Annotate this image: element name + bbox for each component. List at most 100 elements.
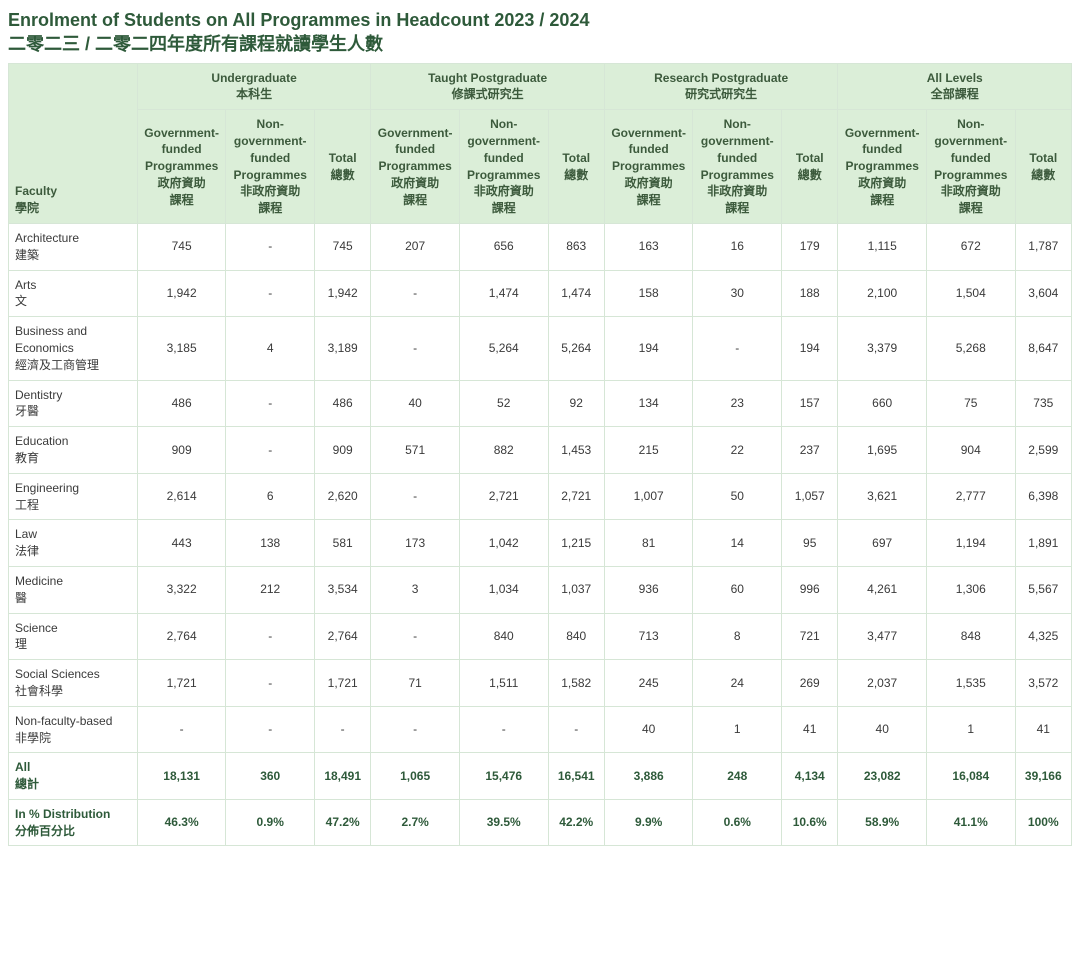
faculty-cell: Social Sciences社會科學 — [9, 660, 138, 707]
value-cell: 3,379 — [838, 317, 927, 380]
value-cell: 1,453 — [548, 427, 604, 474]
value-cell: 138 — [226, 520, 315, 567]
value-cell: 1,115 — [838, 223, 927, 270]
value-cell: 1,535 — [926, 660, 1015, 707]
value-cell: 486 — [315, 380, 371, 427]
value-cell: 42.2% — [548, 799, 604, 846]
table-body: Architecture建築745-745207656863163161791,… — [9, 223, 1072, 846]
value-cell: - — [371, 317, 460, 380]
value-cell: 840 — [459, 613, 548, 660]
value-cell: 3,322 — [137, 566, 226, 613]
value-cell: 3,477 — [838, 613, 927, 660]
value-cell: 1,474 — [459, 270, 548, 317]
summary-row: All總計18,13136018,4911,06515,47616,5413,8… — [9, 753, 1072, 800]
value-cell: 1,695 — [838, 427, 927, 474]
value-cell: 3,185 — [137, 317, 226, 380]
table-row: Science理2,764-2,764-84084071387213,47784… — [9, 613, 1072, 660]
value-cell: 656 — [459, 223, 548, 270]
value-cell: 100% — [1015, 799, 1071, 846]
value-cell: 3,886 — [604, 753, 693, 800]
value-cell: 15,476 — [459, 753, 548, 800]
value-cell: 2,100 — [838, 270, 927, 317]
table-row: Non-faculty-based非學院------4014140141 — [9, 706, 1072, 753]
value-cell: 2,620 — [315, 473, 371, 520]
value-cell: 1,787 — [1015, 223, 1071, 270]
value-cell: 9.9% — [604, 799, 693, 846]
value-cell: 2,764 — [137, 613, 226, 660]
value-cell: 23,082 — [838, 753, 927, 800]
value-cell: 40 — [604, 706, 693, 753]
value-cell: 721 — [782, 613, 838, 660]
value-cell: 215 — [604, 427, 693, 474]
value-cell: 237 — [782, 427, 838, 474]
value-cell: 179 — [782, 223, 838, 270]
value-cell: 46.3% — [137, 799, 226, 846]
value-cell: 3,572 — [1015, 660, 1071, 707]
value-cell: 909 — [315, 427, 371, 474]
faculty-cell: Law法律 — [9, 520, 138, 567]
value-cell: 697 — [838, 520, 927, 567]
table-row: Education教育909-9095718821,453215222371,6… — [9, 427, 1072, 474]
value-cell: - — [371, 270, 460, 317]
value-cell: 14 — [693, 520, 782, 567]
enrolment-table: Faculty 學院 Undergraduate 本科生 Taught Post… — [8, 63, 1072, 847]
value-cell: 735 — [1015, 380, 1071, 427]
value-cell: 8 — [693, 613, 782, 660]
value-cell: 1,474 — [548, 270, 604, 317]
value-cell: 194 — [604, 317, 693, 380]
value-cell: 1,891 — [1015, 520, 1071, 567]
col-gov-funded: Government-funded Programmes政府資助課程 — [371, 110, 460, 224]
table-header: Faculty 學院 Undergraduate 本科生 Taught Post… — [9, 63, 1072, 223]
value-cell: 1 — [693, 706, 782, 753]
value-cell: - — [226, 427, 315, 474]
value-cell: 3 — [371, 566, 460, 613]
value-cell: 672 — [926, 223, 1015, 270]
value-cell: 188 — [782, 270, 838, 317]
value-cell: 50 — [693, 473, 782, 520]
col-nongov-funded: Non-government-funded Programmes非政府資助課程 — [226, 110, 315, 224]
value-cell: 40 — [371, 380, 460, 427]
value-cell: 16,084 — [926, 753, 1015, 800]
value-cell: 5,268 — [926, 317, 1015, 380]
value-cell: 909 — [137, 427, 226, 474]
value-cell: 194 — [782, 317, 838, 380]
value-cell: 745 — [315, 223, 371, 270]
value-cell: 0.9% — [226, 799, 315, 846]
value-cell: 1,037 — [548, 566, 604, 613]
value-cell: 360 — [226, 753, 315, 800]
value-cell: - — [371, 706, 460, 753]
col-total: Total總數 — [1015, 110, 1071, 224]
value-cell: 2,037 — [838, 660, 927, 707]
value-cell: 207 — [371, 223, 460, 270]
value-cell: 4,134 — [782, 753, 838, 800]
value-cell: 71 — [371, 660, 460, 707]
group-all-levels: All Levels 全部課程 — [838, 63, 1072, 110]
value-cell: 134 — [604, 380, 693, 427]
value-cell: 47.2% — [315, 799, 371, 846]
table-row: Social Sciences社會科學1,721-1,721711,5111,5… — [9, 660, 1072, 707]
table-row: Architecture建築745-745207656863163161791,… — [9, 223, 1072, 270]
page-title: Enrolment of Students on All Programmes … — [8, 8, 1072, 57]
value-cell: 1,942 — [137, 270, 226, 317]
value-cell: 5,264 — [548, 317, 604, 380]
value-cell: 5,264 — [459, 317, 548, 380]
value-cell: 1,007 — [604, 473, 693, 520]
value-cell: 39.5% — [459, 799, 548, 846]
value-cell: 1 — [926, 706, 1015, 753]
col-total: Total總數 — [548, 110, 604, 224]
faculty-cell: Non-faculty-based非學院 — [9, 706, 138, 753]
faculty-cell: All總計 — [9, 753, 138, 800]
value-cell: 996 — [782, 566, 838, 613]
value-cell: - — [226, 613, 315, 660]
value-cell: - — [315, 706, 371, 753]
value-cell: 3,534 — [315, 566, 371, 613]
col-total: Total總數 — [782, 110, 838, 224]
col-faculty: Faculty 學院 — [9, 63, 138, 223]
value-cell: - — [226, 380, 315, 427]
col-total: Total總數 — [315, 110, 371, 224]
faculty-cell: Business and Economics經濟及工商管理 — [9, 317, 138, 380]
value-cell: 0.6% — [693, 799, 782, 846]
value-cell: 1,194 — [926, 520, 1015, 567]
value-cell: 248 — [693, 753, 782, 800]
summary-row: In % Distribution分佈百分比46.3%0.9%47.2%2.7%… — [9, 799, 1072, 846]
